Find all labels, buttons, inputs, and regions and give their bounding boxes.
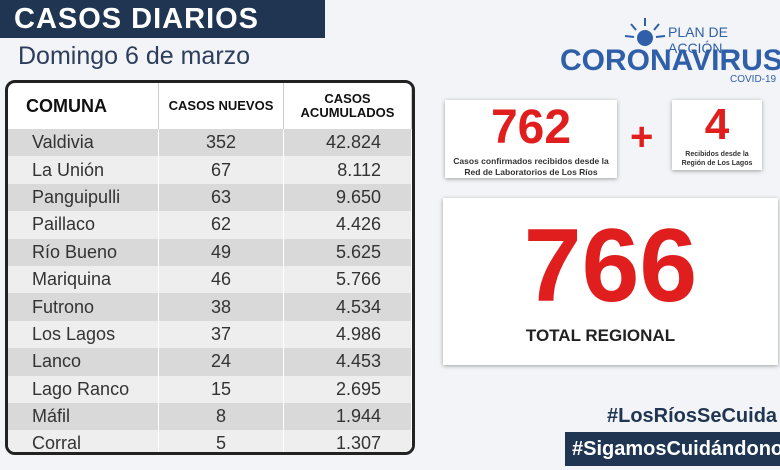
table-cell: 24	[158, 348, 284, 376]
table-cell: 8.112	[283, 156, 412, 184]
table-frame: COMUNA CASOS NUEVOS CASOS ACUMULADOS Valdi…	[5, 80, 415, 455]
table-row: Los Lagos 37 4.986	[8, 320, 412, 349]
table-cell: 4.986	[283, 320, 412, 349]
table-cell: 8	[158, 402, 284, 431]
table-cell: 1.944	[283, 402, 412, 431]
table-cell: 46	[158, 265, 284, 294]
table-cell: Los Lagos	[8, 320, 159, 349]
table-row: Corral 5 1.307	[8, 430, 412, 452]
table-cell: 5.766	[283, 265, 412, 294]
table-row: Lago Ranco 15 2.695	[8, 375, 412, 403]
table-cell: Valdivia	[8, 129, 159, 157]
logo-icon	[624, 18, 666, 46]
table-cell: 5.625	[283, 238, 412, 266]
table-cell: 67	[158, 156, 284, 184]
other-box: 4 Recibidos desde la Región de Los Lagos	[672, 100, 762, 170]
table-row: La Unión 67 8.112	[8, 156, 412, 184]
table-row: Máfil 8 1.944	[8, 402, 412, 431]
logo-sub: COVID-19	[730, 74, 777, 85]
logo-main: CORONAVIRUS	[560, 44, 780, 77]
lab-value: 762	[490, 101, 572, 154]
table-cell: 1.307	[283, 430, 412, 452]
table-cell: Futrono	[8, 293, 159, 321]
table-cell: Paillaco	[8, 211, 159, 239]
table-cell: 63	[158, 183, 284, 212]
table-cell: La Unión	[8, 156, 159, 184]
table-row: Valdivia 352 42.824	[8, 129, 412, 157]
table-cell: 38	[158, 293, 284, 321]
table-cell: 37	[158, 320, 284, 349]
table-row: Paillaco 62 4.426	[8, 211, 412, 239]
table-row: Río Bueno 49 5.625	[8, 238, 412, 266]
other-label: Recibidos desde la Región de Los Lagos	[681, 151, 753, 167]
table-cell: 49	[158, 238, 284, 266]
lab-box: 762 Casos confirmados recibidos desde la…	[445, 100, 617, 178]
total-label: TOTAL REGIONAL	[525, 326, 676, 345]
table-cell: 2.695	[283, 375, 412, 403]
table-cell: 352	[158, 129, 284, 157]
table-row: Mariquina 46 5.766	[8, 265, 412, 294]
plus: +	[630, 115, 654, 159]
table-row: Panguipulli 63 9.650	[8, 183, 412, 212]
title: CASOS DIARIOS	[0, 0, 325, 38]
table-cell: Corral	[8, 430, 159, 452]
hashtag: #LosRíosSeCuida	[607, 405, 778, 427]
column-header: CASOS ACUMULADOS	[283, 83, 412, 129]
date: Domingo 6 de marzo	[18, 42, 251, 70]
table-cell: 5	[158, 430, 284, 452]
table-cell: 4.534	[283, 293, 412, 321]
table-cell: 9.650	[283, 183, 412, 212]
table-row: Lanco 24 4.453	[8, 348, 412, 376]
table-cell: Mariquina	[8, 265, 159, 294]
lab-label: Casos confirmados recibidos desde la Red…	[453, 156, 609, 177]
table-cell: Lanco	[8, 348, 159, 376]
table-cell: Lago Ranco	[8, 375, 159, 403]
table-cell: 15	[158, 375, 284, 403]
other-value: 4	[704, 100, 730, 149]
table-cell: Panguipulli	[8, 183, 159, 212]
logo-top: PLAN DE ACCIÓN	[668, 24, 728, 56]
table-cell: 62	[158, 211, 284, 239]
table: COMUNA CASOS NUEVOS CASOS ACUMULADOS Valdi…	[8, 83, 412, 452]
hashtag-bar: #SigamosCuidándonos	[565, 432, 780, 466]
table-cell: Máfil	[8, 402, 159, 431]
table-cell: 4.426	[283, 211, 412, 239]
table-cell: 4.453	[283, 348, 412, 376]
column-header: COMUNA	[8, 83, 159, 129]
total-value: 766	[523, 208, 698, 324]
table-header: COMUNA CASOS NUEVOS CASOS ACUMULADOS	[8, 83, 412, 129]
total-box: 766 TOTAL REGIONAL	[443, 198, 778, 365]
table-cell: 42.824	[283, 129, 412, 157]
table-row: Futrono 38 4.534	[8, 293, 412, 321]
column-header: CASOS NUEVOS	[158, 83, 284, 129]
table-cell: Río Bueno	[8, 238, 159, 266]
